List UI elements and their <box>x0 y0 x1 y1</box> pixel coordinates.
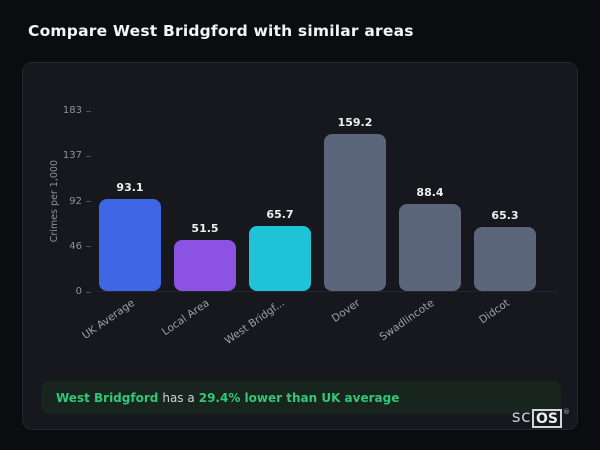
y-tick: 46 <box>53 241 91 253</box>
bar-column: 65.7 West Bridgf... <box>223 111 311 347</box>
x-axis-label: Dover <box>329 297 362 325</box>
bar[interactable] <box>174 240 236 291</box>
scos-logo: sc OS ® <box>512 409 570 428</box>
bar-column: 51.5 Local Area <box>160 111 236 338</box>
bar-column: 65.3 Didcot <box>474 111 536 326</box>
y-tick-label: 46 <box>69 240 82 252</box>
y-tick-label: 183 <box>62 105 82 116</box>
x-axis-label: Local Area <box>160 297 212 339</box>
insight-area-name: West Bridgford <box>56 390 159 405</box>
bar-value-label: 51.5 <box>191 222 219 236</box>
bar-value-label: 93.1 <box>116 181 144 195</box>
bar-column: 93.1 UK Average <box>80 111 161 342</box>
insight-banner: West Bridgford has a 29.4% lower than UK… <box>41 381 561 414</box>
tick-mark <box>86 291 91 293</box>
x-axis-label: Didcot <box>477 297 512 327</box>
y-tick-label: 137 <box>62 150 82 162</box>
logo-text-os: OS <box>532 409 562 428</box>
bar-value-label: 159.2 <box>337 116 373 130</box>
bar[interactable] <box>474 226 536 291</box>
y-tick-label: 92 <box>69 195 82 207</box>
tick-mark <box>86 110 91 112</box>
registered-mark: ® <box>563 408 570 416</box>
bar[interactable] <box>249 226 311 291</box>
tick-mark <box>86 246 91 248</box>
chart-card: Crimes per 1,000 183 137 92 46 0 <box>22 62 578 430</box>
y-tick: 137 <box>53 150 91 162</box>
bar-value-label: 65.7 <box>266 208 294 222</box>
bar[interactable] <box>99 199 161 291</box>
insight-middle-text: has a <box>162 390 195 405</box>
page-title: Compare West Bridgford with similar area… <box>28 22 414 40</box>
bar-value-label: 88.4 <box>416 186 444 200</box>
y-axis: 183 137 92 46 0 <box>53 105 91 298</box>
y-tick: 183 <box>53 105 91 117</box>
logo-text-sc: sc <box>511 407 532 427</box>
plot-area: 93.1 UK Average 51.5 Local Area 65.7 West Bri… <box>80 111 557 347</box>
bar-column: 88.4 Swadlincote <box>378 111 461 343</box>
bar-value-label: 65.3 <box>491 208 519 222</box>
bar[interactable] <box>324 134 386 291</box>
tick-mark <box>86 155 91 157</box>
x-axis-label: Swadlincote <box>377 297 437 344</box>
x-axis-label: UK Average <box>80 297 137 342</box>
bar-column: 159.2 Dover <box>324 111 386 325</box>
insight-highlight: 29.4% lower than UK average <box>198 390 400 405</box>
x-axis-label: West Bridgf... <box>222 297 287 347</box>
tick-mark <box>86 201 91 202</box>
bar[interactable] <box>399 204 461 291</box>
y-tick-label: 0 <box>75 286 82 297</box>
y-tick: 92 <box>53 196 91 208</box>
y-tick: 0 <box>53 286 91 298</box>
